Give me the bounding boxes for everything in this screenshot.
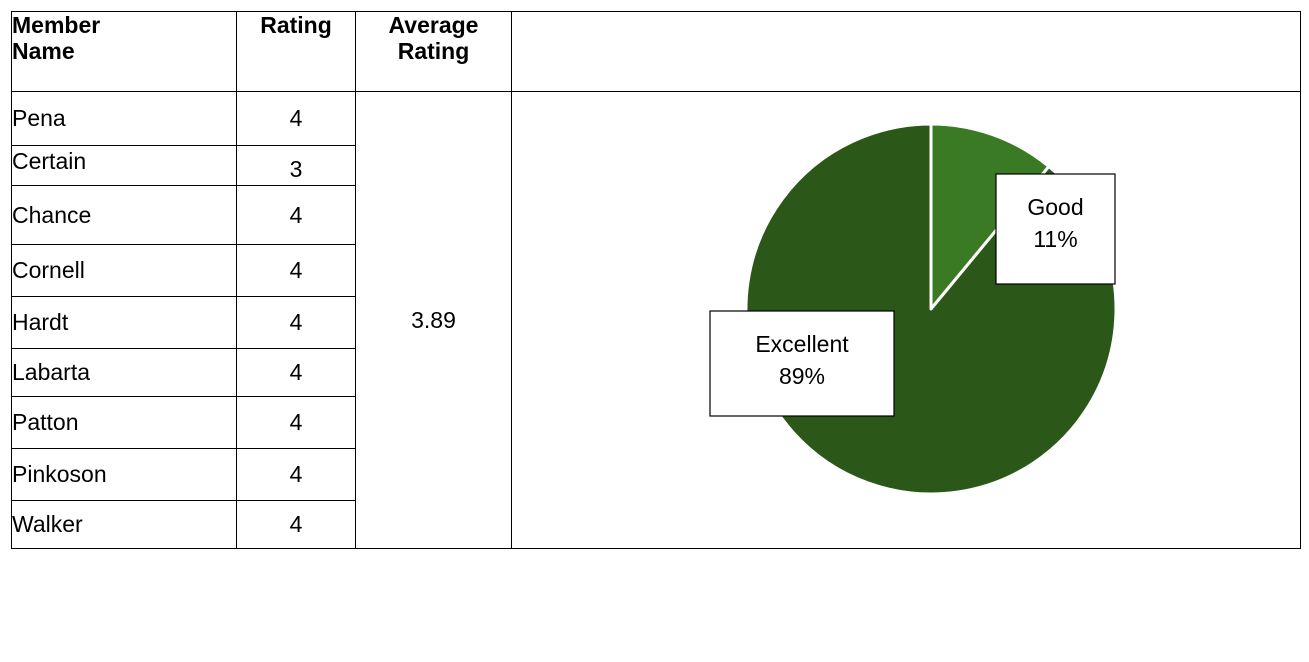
pie-label-box xyxy=(995,173,1116,285)
table-row: Cornell 4 xyxy=(11,244,1301,297)
table-row: Pinkoson 4 xyxy=(11,448,1301,501)
member-name-header: Member Name xyxy=(11,11,237,92)
pie-label-good: Good 11% xyxy=(995,173,1116,285)
rating-cell: 4 xyxy=(236,185,356,245)
member-name-cell: Cornell xyxy=(11,244,237,297)
table-row: Patton 4 xyxy=(11,396,1301,449)
member-name-cell: Hardt xyxy=(11,296,237,349)
member-name-cell: Walker xyxy=(11,500,237,549)
member-name-header-line2: Name xyxy=(12,38,75,64)
rating-cell: 4 xyxy=(236,91,356,146)
rating-cell: 4 xyxy=(236,296,356,349)
rating-cell: 4 xyxy=(236,348,356,397)
ratings-table: Member Name Rating Average Rating Pena 4… xyxy=(11,11,1301,549)
average-rating-value: 3.89 xyxy=(355,91,512,549)
table-row: Chance 4 xyxy=(11,185,1301,245)
pie-label-category: Good xyxy=(1027,194,1083,220)
average-rating-header-line1: Average xyxy=(388,12,479,38)
table-row: Hardt 4 xyxy=(11,296,1301,349)
member-name-cell: Patton xyxy=(11,396,237,449)
rating-cell: 4 xyxy=(236,396,356,449)
pie-chart: Good 11% Excellent 89% xyxy=(709,122,1118,496)
header-row: Member Name Rating Average Rating xyxy=(11,11,1301,92)
pie-label-category: Excellent xyxy=(755,331,849,357)
rating-cell: 4 xyxy=(236,244,356,297)
table-row: Walker 4 xyxy=(11,500,1301,549)
member-name-cell: Chance xyxy=(11,185,237,245)
average-rating-header-line2: Rating xyxy=(397,38,470,64)
member-name-header-line1: Member xyxy=(12,12,101,38)
pie-chart-cell: Good 11% Excellent 89% xyxy=(511,91,1301,549)
rating-header: Rating xyxy=(236,11,356,92)
pie-label-percent: 11% xyxy=(1033,226,1077,252)
rating-cell: 3 xyxy=(236,145,356,186)
member-name-cell: Labarta xyxy=(11,348,237,397)
member-name-cell: Pinkoson xyxy=(11,448,237,501)
member-name-cell: Certain xyxy=(11,145,237,186)
member-name-cell: Pena xyxy=(11,91,237,146)
chart-header-cell xyxy=(511,11,1301,92)
rating-cell: 4 xyxy=(236,500,356,549)
table-row: Labarta 4 xyxy=(11,348,1301,397)
pie-label-excellent: Excellent 89% xyxy=(709,310,895,417)
pie-label-box xyxy=(709,310,895,417)
pie-slice-good xyxy=(929,122,1051,311)
pie-label-percent: 89% xyxy=(779,363,825,389)
table-row: Pena 4 3.89 Good 11% Excellent 89% xyxy=(11,91,1301,549)
average-rating-header: Average Rating xyxy=(355,11,512,92)
rating-cell: 4 xyxy=(236,448,356,501)
